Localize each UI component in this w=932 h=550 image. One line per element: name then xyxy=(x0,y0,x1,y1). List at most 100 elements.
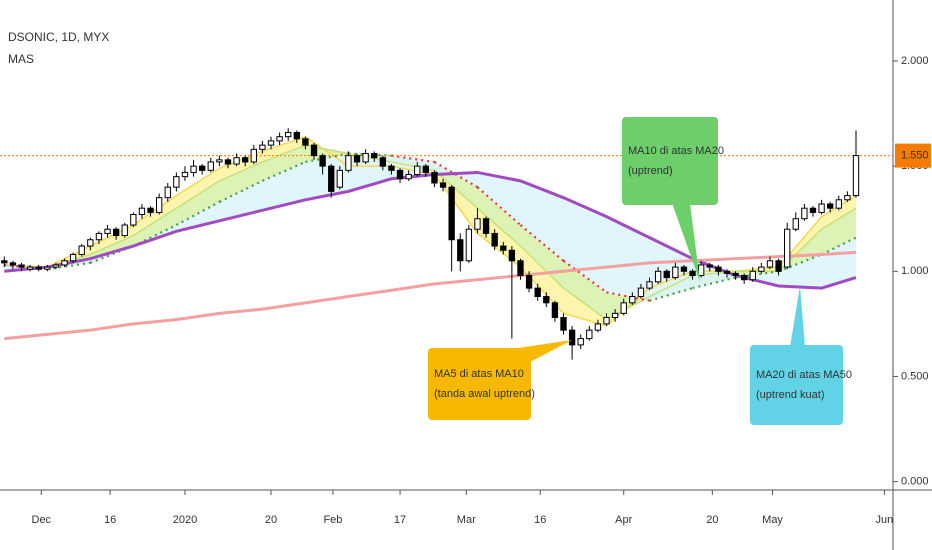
x-tick-label: Apr xyxy=(615,514,632,526)
candle-body xyxy=(353,155,361,163)
candle-body xyxy=(190,165,197,173)
candle-body xyxy=(1,260,8,264)
candle-body xyxy=(723,270,731,274)
candle-body xyxy=(112,228,120,237)
candle-body xyxy=(586,329,593,340)
candle-body xyxy=(285,131,292,138)
candle-body xyxy=(422,165,430,173)
candle-body xyxy=(534,287,541,298)
candle-body xyxy=(715,266,722,272)
candle-body xyxy=(766,260,774,268)
candle-body xyxy=(646,281,653,289)
candle-body xyxy=(199,165,206,171)
callout-pointer xyxy=(790,286,805,347)
candle-body xyxy=(620,302,627,314)
candle-body xyxy=(637,287,645,298)
candle-body xyxy=(508,249,516,262)
candle-body xyxy=(568,329,576,346)
ma-line-segment xyxy=(305,152,349,164)
callout-box xyxy=(622,117,718,205)
candle-body xyxy=(250,148,257,163)
candle-body xyxy=(18,264,25,268)
candle-body xyxy=(491,232,498,247)
callout-text: (uptrend kuat) xyxy=(756,389,824,401)
candle-body xyxy=(792,218,799,230)
candle-body xyxy=(207,161,214,171)
candle-body xyxy=(500,245,507,251)
candle-body xyxy=(130,214,137,226)
candle-body xyxy=(35,266,42,270)
candle-body xyxy=(611,312,619,319)
candle-body xyxy=(164,186,171,199)
candle-body xyxy=(336,169,343,188)
ma-line-segment xyxy=(606,291,650,302)
candle-body xyxy=(543,296,550,304)
candle-body xyxy=(293,131,300,140)
callout-pointer xyxy=(672,203,700,282)
ma-line-segment xyxy=(692,276,736,290)
callout-text: (uptrend) xyxy=(628,165,673,177)
candle-body xyxy=(396,169,404,180)
candle-body xyxy=(663,270,670,279)
ma-line-segment xyxy=(218,179,263,203)
x-tick-label: 20 xyxy=(706,514,718,526)
candle-body xyxy=(525,274,533,289)
candle-body xyxy=(224,159,232,165)
candle-body xyxy=(181,171,189,178)
callout-box xyxy=(750,345,843,425)
candle-body xyxy=(9,262,17,266)
candle-body xyxy=(155,197,163,213)
candle-body xyxy=(362,153,369,163)
candle-body xyxy=(818,203,825,213)
candle-body xyxy=(371,153,378,159)
candle-body xyxy=(482,218,490,234)
ma-line-segment xyxy=(47,261,91,271)
callout-text: MA10 di atas MA20 xyxy=(628,145,724,157)
plot-area xyxy=(0,128,893,360)
ma-line-segment xyxy=(391,154,435,164)
candle-body xyxy=(267,140,275,146)
candle-body xyxy=(345,155,352,171)
candle-body xyxy=(758,266,765,272)
candle-body xyxy=(439,182,447,188)
candle-body xyxy=(852,155,860,197)
ma-band xyxy=(4,145,857,320)
candle-body xyxy=(732,272,739,276)
candle-body xyxy=(26,266,34,270)
candle-body xyxy=(680,266,688,272)
candle-body xyxy=(775,260,782,272)
ma-line-segment xyxy=(348,152,392,157)
candle-body xyxy=(259,144,266,150)
candle-body xyxy=(517,260,524,276)
candle-body xyxy=(835,199,842,209)
candle-body xyxy=(302,138,309,146)
x-tick-label: Jun xyxy=(876,514,894,526)
candle-body xyxy=(388,165,395,171)
last-price-box xyxy=(895,143,931,168)
ma-line-segment xyxy=(175,200,220,226)
candle-body xyxy=(740,274,748,281)
candle-body xyxy=(61,260,68,266)
callout-box xyxy=(428,348,531,420)
ma-line-segment xyxy=(649,287,693,302)
candle-body xyxy=(44,266,51,270)
candle-body xyxy=(328,165,335,192)
candle-body xyxy=(629,296,636,304)
y-tick-label: 1.000 xyxy=(901,265,929,277)
candle-body xyxy=(457,239,464,262)
y-tick-label: 0.500 xyxy=(901,370,929,382)
x-tick-label: 16 xyxy=(534,514,546,526)
y-tick-label: 0.000 xyxy=(901,475,929,487)
ma-line xyxy=(4,250,857,341)
candle-body xyxy=(603,317,610,325)
y-tick-label: 2.000 xyxy=(901,55,929,67)
candle-body xyxy=(560,317,567,331)
x-tick-label: Feb xyxy=(323,514,342,526)
ma-line-segment xyxy=(778,253,822,273)
candle-body xyxy=(414,165,421,176)
candle-body xyxy=(577,338,584,346)
candle-body xyxy=(801,207,808,220)
x-tick-label: Mar xyxy=(457,514,476,526)
candle-body xyxy=(121,224,128,237)
candle-body xyxy=(594,323,602,331)
